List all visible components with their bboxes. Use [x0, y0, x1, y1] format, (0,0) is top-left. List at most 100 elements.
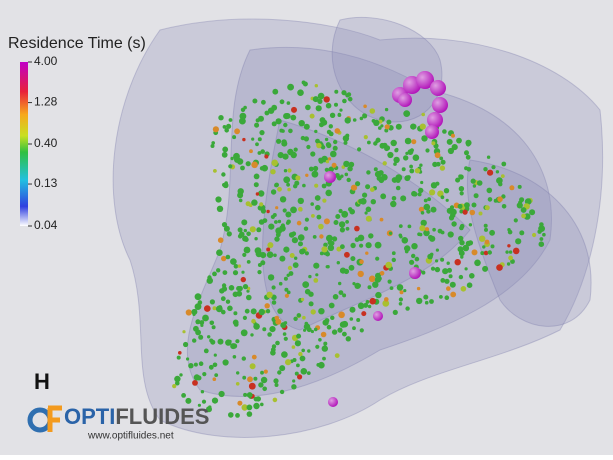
particle: [296, 220, 302, 226]
particle: [345, 93, 350, 98]
particle: [417, 232, 421, 236]
particle: [447, 231, 454, 238]
particle: [302, 281, 310, 288]
particle: [411, 243, 418, 250]
particle: [491, 165, 496, 170]
particle: [230, 258, 237, 265]
particle: [290, 114, 297, 121]
particle: [221, 309, 226, 315]
particle: [291, 106, 297, 113]
particle: [279, 389, 285, 395]
particle: [241, 356, 246, 361]
particle: [398, 302, 403, 306]
particle: [209, 299, 215, 305]
particle: [458, 235, 464, 242]
particle: [283, 321, 288, 325]
particle: [449, 281, 456, 288]
particle: [334, 128, 341, 134]
particle: [186, 357, 190, 361]
particle: [306, 144, 311, 150]
particle: [329, 241, 335, 246]
particle: [246, 289, 250, 293]
particle: [384, 128, 389, 133]
particle: [277, 219, 282, 224]
particle: [367, 304, 372, 309]
particle: [217, 338, 224, 345]
particle: [420, 211, 425, 215]
particle: [193, 362, 198, 367]
particle: [319, 234, 324, 239]
particle: [497, 196, 503, 202]
particle: [539, 237, 544, 241]
particle: [325, 265, 329, 269]
particle: [242, 252, 247, 257]
particle: [506, 262, 511, 266]
particle: [194, 293, 202, 301]
particle: [430, 266, 436, 271]
particle: [308, 301, 314, 307]
particle: [411, 253, 416, 259]
particle: [185, 309, 192, 316]
particle: [315, 204, 321, 211]
particle: [240, 329, 248, 337]
particle: [234, 156, 241, 163]
particle: [437, 190, 444, 197]
particle: [287, 148, 294, 156]
particle: [440, 159, 446, 165]
particle: [401, 237, 409, 244]
particle: [357, 302, 365, 310]
particle: [221, 255, 227, 262]
particle: [489, 229, 495, 236]
particle: [233, 322, 239, 327]
particle: [257, 270, 262, 275]
particle: [323, 242, 328, 248]
particle: [259, 130, 265, 136]
particle: [192, 380, 198, 386]
particle: [213, 353, 217, 357]
particle: [271, 285, 276, 290]
particle: [188, 363, 194, 369]
particle: [432, 161, 438, 168]
particle: [338, 290, 344, 295]
particle: [282, 332, 287, 336]
particle-highlight: [432, 97, 448, 113]
particle: [399, 235, 403, 239]
particle: [228, 412, 234, 418]
particle: [236, 371, 240, 375]
particle: [429, 235, 436, 242]
particle: [248, 382, 256, 390]
particle: [331, 329, 338, 335]
particle: [538, 241, 545, 247]
particle: [542, 232, 546, 237]
particle: [321, 183, 327, 189]
particle: [263, 369, 268, 374]
particle: [237, 400, 243, 406]
particle: [359, 259, 364, 265]
particle: [251, 137, 255, 141]
particle: [231, 343, 238, 349]
particle: [493, 198, 498, 203]
particle: [484, 227, 488, 232]
particle: [277, 308, 283, 314]
particle: [272, 397, 278, 403]
particle: [253, 402, 260, 410]
particle: [330, 315, 335, 320]
particle: [273, 253, 277, 258]
particle: [314, 195, 321, 201]
particle: [457, 203, 463, 209]
particle: [394, 148, 399, 153]
particle: [275, 206, 279, 210]
particle: [181, 393, 187, 398]
particle: [235, 382, 240, 386]
particle: [487, 250, 492, 255]
particle: [260, 370, 264, 375]
particle: [307, 349, 311, 353]
particle: [239, 117, 246, 125]
particle: [495, 170, 500, 174]
particle-highlight: [430, 80, 446, 96]
particle: [458, 186, 465, 192]
particle: [332, 294, 339, 300]
particle: [271, 159, 279, 167]
particle: [277, 152, 284, 159]
particle: [424, 227, 430, 232]
